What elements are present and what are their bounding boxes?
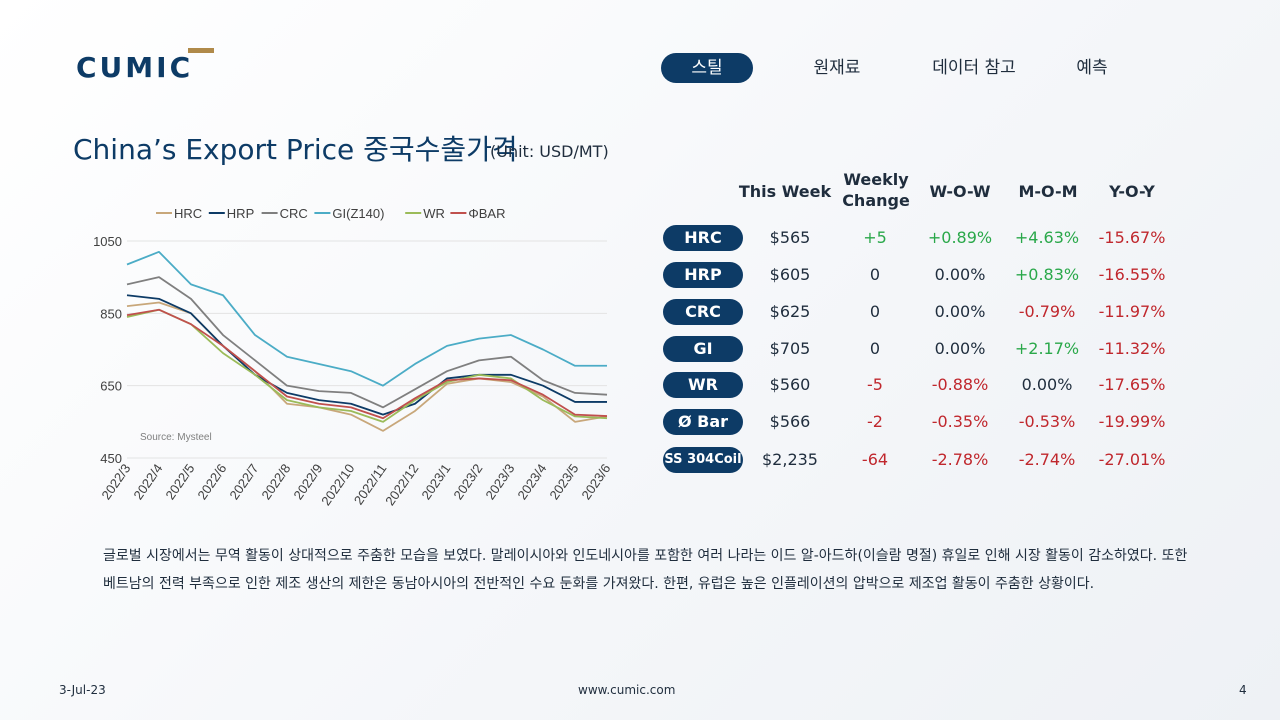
price-line-chart: 45065085010502022/32022/42022/52022/6202… [93, 206, 613, 508]
x-tick-label: 2023/2 [450, 461, 485, 502]
row-label: Ø Bar [663, 409, 743, 435]
series-line [126, 276, 608, 409]
cell-price: $565 [769, 228, 811, 247]
x-tick-label: 2022/6 [194, 461, 229, 502]
cell-wow: 0.00% [934, 339, 986, 358]
x-tick-label: 2022/4 [130, 461, 165, 502]
cell-wow: 0.00% [934, 265, 986, 284]
chart-source: Source: Mysteel [140, 432, 212, 443]
footer-page-number: 4 [1239, 683, 1247, 697]
header-weekly-line2: Change [842, 191, 910, 210]
row-label: CRC [663, 299, 743, 325]
row-label: GI [663, 336, 743, 362]
row-label: HRC [663, 225, 743, 251]
x-tick-label: 2023/6 [578, 461, 613, 502]
cell-yoy: -16.55% [1098, 265, 1166, 284]
x-tick-label: 2023/3 [482, 461, 517, 502]
cell-yoy: -11.32% [1098, 339, 1166, 358]
cell-change: -2 [867, 412, 883, 431]
series-line [126, 308, 608, 420]
header-wow: W-O-W [929, 182, 991, 201]
cell-change: -5 [867, 375, 883, 394]
cell-mom: 0.00% [1021, 375, 1073, 394]
market-commentary: 글로벌 시장에서는 무역 활동이 상대적으로 주춤한 모습을 보였다. 말레이시… [103, 548, 1188, 592]
header-weekly-change: Weekly Change [836, 169, 916, 211]
cell-yoy: -17.65% [1098, 375, 1166, 394]
cell-change: +5 [863, 228, 887, 247]
cell-mom: -0.79% [1018, 302, 1076, 321]
cell-price: $566 [769, 412, 811, 431]
header-this-week: This Week [738, 182, 832, 201]
row-label: SS 304Coil [663, 447, 743, 473]
cell-yoy: -11.97% [1098, 302, 1166, 321]
cell-wow: -2.78% [931, 450, 989, 469]
cell-mom: +2.17% [1014, 339, 1080, 358]
x-tick-label: 2022/8 [258, 461, 293, 502]
legend-label: HRP [227, 206, 254, 221]
x-tick-label: 2022/5 [162, 461, 197, 502]
cell-price: $605 [769, 265, 811, 284]
y-tick-label: 650 [100, 379, 122, 394]
cell-yoy: -19.99% [1098, 412, 1166, 431]
footer-url[interactable]: www.cumic.com [578, 683, 676, 697]
y-tick-label: 1050 [93, 234, 122, 249]
cell-mom: -0.53% [1018, 412, 1076, 431]
cell-mom: -2.74% [1018, 450, 1076, 469]
logo-accent-bar [188, 48, 214, 53]
nav-item-forecast[interactable]: 예측 [1076, 58, 1108, 78]
top-nav: 스틸 원재료 데이터 참고 예측 [661, 53, 1157, 83]
cell-price: $625 [769, 302, 811, 321]
header-yoy: Y-O-Y [1109, 182, 1155, 201]
cell-mom: +4.63% [1014, 228, 1080, 247]
cell-yoy: -15.67% [1098, 228, 1166, 247]
x-tick-label: 2023/1 [418, 461, 453, 502]
nav-item-steel[interactable]: 스틸 [661, 53, 753, 83]
x-tick-label: 2022/10 [318, 461, 357, 508]
footer-date: 3-Jul-23 [59, 683, 106, 697]
legend-label: WR [423, 206, 445, 221]
series-line [126, 250, 607, 387]
cell-change: 0 [869, 302, 881, 321]
header-weekly-line1: Weekly [843, 170, 909, 189]
legend-label: CRC [280, 206, 308, 221]
series-line [126, 308, 608, 423]
y-tick-label: 850 [100, 306, 122, 321]
y-tick-label: 450 [100, 451, 122, 466]
x-tick-label: 2022/3 [98, 461, 133, 502]
legend-label: GI(Z140) [332, 206, 384, 221]
cell-wow: +0.89% [927, 228, 993, 247]
x-tick-label: 2022/12 [382, 461, 421, 508]
x-tick-label: 2023/5 [546, 461, 581, 502]
cell-price: $560 [769, 375, 811, 394]
series-line [126, 294, 607, 416]
cell-mom: +0.83% [1014, 265, 1080, 284]
page-title: China’s Export Price 중국수출가격 [73, 133, 518, 166]
unit-label: (Unit: USD/MT) [490, 142, 609, 161]
cumic-logo: CUMIC [76, 48, 214, 84]
cell-change: 0 [869, 339, 881, 358]
header-mom: M-O-M [1018, 182, 1078, 201]
legend-label: ΦBAR [468, 206, 505, 221]
nav-item-raw-materials[interactable]: 원재료 [813, 58, 861, 78]
logo-text: CUMIC [76, 51, 194, 84]
row-label: WR [663, 372, 743, 398]
cell-wow: 0.00% [934, 302, 986, 321]
cell-wow: -0.35% [931, 412, 989, 431]
nav-item-data-reference[interactable]: 데이터 참고 [932, 58, 1016, 78]
row-label: HRP [663, 262, 743, 288]
cell-change: 0 [869, 265, 881, 284]
x-tick-label: 2023/4 [514, 461, 549, 502]
x-tick-label: 2022/7 [226, 461, 261, 502]
cell-wow: -0.88% [931, 375, 989, 394]
cell-yoy: -27.01% [1098, 450, 1166, 469]
cell-change: -64 [861, 450, 889, 469]
legend-label: HRC [174, 206, 202, 221]
cell-price: $705 [769, 339, 811, 358]
cell-price: $2,235 [762, 450, 818, 469]
